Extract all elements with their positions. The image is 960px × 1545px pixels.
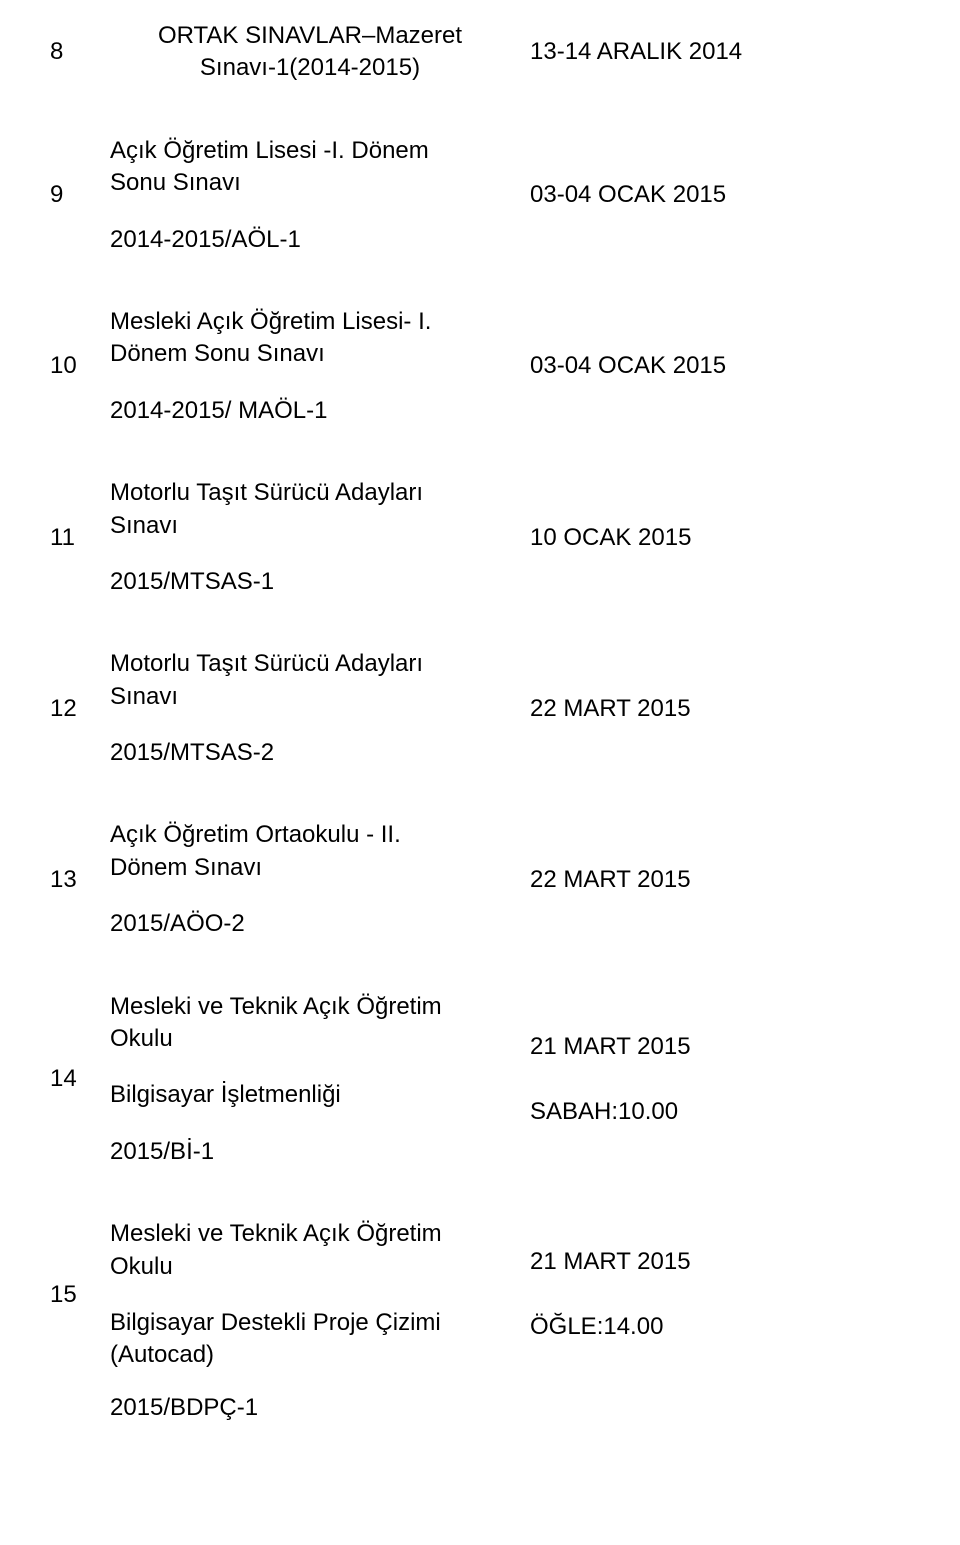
desc-line: Motorlu Taşıt Sürücü Adayları <box>110 477 510 509</box>
date-line: 22 MART 2015 <box>530 695 691 722</box>
desc-extra: (Autocad) <box>110 1339 510 1371</box>
table-row: 12 Motorlu Taşıt Sürücü Adayları Sınavı … <box>50 648 910 769</box>
row-date: 13-14 ARALIK 2014 <box>530 36 910 68</box>
desc-line: Mesleki ve Teknik Açık Öğretim <box>110 1218 510 1250</box>
desc-line: Sonu Sınavı <box>110 167 510 199</box>
row-number: 13 <box>50 864 110 896</box>
desc-line: Motorlu Taşıt Sürücü Adayları <box>110 648 510 680</box>
desc-line: Sınavı <box>110 510 510 542</box>
date-line: 13-14 ARALIK 2014 <box>530 38 742 65</box>
row-code: 2015/MTSAS-1 <box>110 566 510 598</box>
table-row: 8 ORTAK SINAVLAR–Mazeret Sınavı-1(2014-2… <box>50 20 910 85</box>
date-line: 21 MART 2015 <box>530 1031 910 1063</box>
row-code: 2015/MTSAS-2 <box>110 737 510 769</box>
table-row: 15 Mesleki ve Teknik Açık Öğretim Okulu … <box>50 1218 910 1372</box>
date-line: 03-04 OCAK 2015 <box>530 181 726 208</box>
desc-line: Sınavı <box>110 681 510 713</box>
row-description: Motorlu Taşıt Sürücü Adayları Sınavı 201… <box>110 477 530 598</box>
row-description: Açık Öğretim Ortaokulu - II. Dönem Sınav… <box>110 819 530 940</box>
footer-code: 2015/BDPÇ-1 <box>110 1392 910 1424</box>
row-date: 03-04 OCAK 2015 <box>530 350 910 382</box>
row-number: 11 <box>50 522 110 554</box>
document-page: 8 ORTAK SINAVLAR–Mazeret Sınavı-1(2014-2… <box>0 0 960 1464</box>
row-date: 21 MART 2015 ÖĞLE:14.00 <box>530 1246 910 1343</box>
desc-line: ORTAK SINAVLAR–Mazeret <box>110 20 510 52</box>
desc-extra: Bilgisayar Destekli Proje Çizimi <box>110 1307 510 1339</box>
row-description: Açık Öğretim Lisesi -I. Dönem Sonu Sınav… <box>110 135 530 256</box>
row-number: 14 <box>50 1063 110 1095</box>
table-row: 10 Mesleki Açık Öğretim Lisesi- I. Dönem… <box>50 306 910 427</box>
desc-extra: Bilgisayar İşletmenliği <box>110 1079 510 1111</box>
row-description: Mesleki Açık Öğretim Lisesi- I. Dönem So… <box>110 306 530 427</box>
desc-line: Açık Öğretim Lisesi -I. Dönem <box>110 135 510 167</box>
date-line: SABAH:10.00 <box>530 1096 910 1128</box>
row-date: 21 MART 2015 SABAH:10.00 <box>530 1031 910 1128</box>
desc-line: Açık Öğretim Ortaokulu - II. <box>110 819 510 851</box>
date-line: 10 OCAK 2015 <box>530 524 691 551</box>
row-description: Mesleki ve Teknik Açık Öğretim Okulu Bil… <box>110 1218 530 1372</box>
desc-line: Mesleki ve Teknik Açık Öğretim <box>110 991 510 1023</box>
desc-line: Dönem Sonu Sınavı <box>110 338 510 370</box>
date-line <box>530 1063 910 1095</box>
date-line: 03-04 OCAK 2015 <box>530 352 726 379</box>
table-row: 9 Açık Öğretim Lisesi -I. Dönem Sonu Sın… <box>50 135 910 256</box>
desc-line: Mesleki Açık Öğretim Lisesi- I. <box>110 306 510 338</box>
date-line <box>530 1279 910 1311</box>
row-number: 9 <box>50 179 110 211</box>
date-line: ÖĞLE:14.00 <box>530 1311 910 1343</box>
row-number: 12 <box>50 693 110 725</box>
row-description: Motorlu Taşıt Sürücü Adayları Sınavı 201… <box>110 648 530 769</box>
table-row: 11 Motorlu Taşıt Sürücü Adayları Sınavı … <box>50 477 910 598</box>
row-date: 22 MART 2015 <box>530 864 910 896</box>
desc-line: Dönem Sınavı <box>110 852 510 884</box>
date-line: 21 MART 2015 <box>530 1246 910 1278</box>
row-code: 2015/AÖO-2 <box>110 908 510 940</box>
row-date: 22 MART 2015 <box>530 693 910 725</box>
table-row: 13 Açık Öğretim Ortaokulu - II. Dönem Sı… <box>50 819 910 940</box>
desc-line: Okulu <box>110 1023 510 1055</box>
row-description: ORTAK SINAVLAR–Mazeret Sınavı-1(2014-201… <box>110 20 530 85</box>
row-date: 10 OCAK 2015 <box>530 522 910 554</box>
table-row: 14 Mesleki ve Teknik Açık Öğretim Okulu … <box>50 991 910 1169</box>
row-description: Mesleki ve Teknik Açık Öğretim Okulu Bil… <box>110 991 530 1169</box>
desc-line: Okulu <box>110 1251 510 1283</box>
row-number: 15 <box>50 1279 110 1311</box>
row-number: 8 <box>50 36 110 68</box>
row-code: 2014-2015/ MAÖL-1 <box>110 395 510 427</box>
row-code: 2014-2015/AÖL-1 <box>110 224 510 256</box>
desc-line: Sınavı-1(2014-2015) <box>110 52 510 84</box>
row-code: 2015/Bİ-1 <box>110 1136 510 1168</box>
row-number: 10 <box>50 350 110 382</box>
date-line: 22 MART 2015 <box>530 866 691 893</box>
row-date: 03-04 OCAK 2015 <box>530 179 910 211</box>
